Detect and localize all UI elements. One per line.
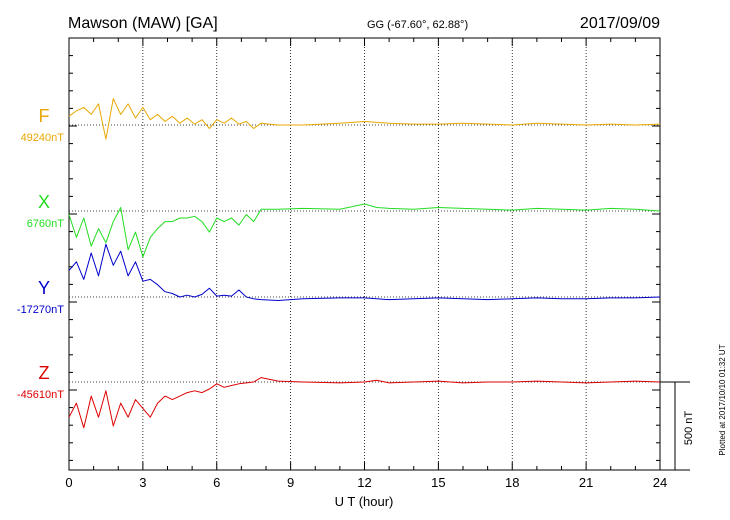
- baselines: [69, 124, 660, 383]
- scale-bar-label: 500 nT: [683, 411, 695, 446]
- plotted-note: Plotted at 2017/10/10 01:32 UT: [718, 344, 727, 455]
- component-baseline-z: -45610nT: [17, 389, 64, 401]
- series-lines: [68, 98, 661, 429]
- x-axis-label: U T (hour): [335, 494, 394, 509]
- component-letter-y: Y: [38, 278, 50, 298]
- series-line-x: [68, 203, 661, 258]
- station-title: Mawson (MAW) [GA]: [68, 15, 218, 32]
- x-tick-labels: 0 3 6 9 12 15 18 21 24: [65, 475, 667, 490]
- station-coords: GG (-67.60°, 62.88°): [367, 19, 468, 31]
- scale-bar: 500 nT: [660, 381, 695, 471]
- component-letter-x: X: [38, 192, 50, 212]
- series-line-z: [68, 377, 661, 429]
- component-baseline-f: 49240nT: [21, 132, 65, 144]
- series-line-y: [68, 243, 661, 301]
- series-line-f: [68, 98, 661, 140]
- x-tick-label: 24: [653, 475, 667, 490]
- component-letter-f: F: [39, 106, 50, 126]
- x-tick-label: 18: [505, 475, 519, 490]
- x-tick-label: 6: [213, 475, 220, 490]
- x-tick-label: 21: [579, 475, 593, 490]
- x-tick-label: 3: [139, 475, 146, 490]
- component-baseline-x: 6760nT: [27, 218, 65, 230]
- x-tick-label: 15: [431, 475, 445, 490]
- component-baseline-y: -17270nT: [17, 304, 64, 316]
- x-tick-label: 12: [357, 475, 371, 490]
- component-letter-z: Z: [39, 363, 50, 383]
- axis-ticks: [68, 38, 661, 470]
- chart-date: 2017/09/09: [580, 15, 660, 32]
- x-tick-label: 0: [65, 475, 72, 490]
- component-labels: F 49240nT X 6760nT Y -17270nT Z -45610nT: [17, 106, 64, 401]
- x-tick-label: 9: [287, 475, 294, 490]
- grid-lines: [142, 38, 587, 470]
